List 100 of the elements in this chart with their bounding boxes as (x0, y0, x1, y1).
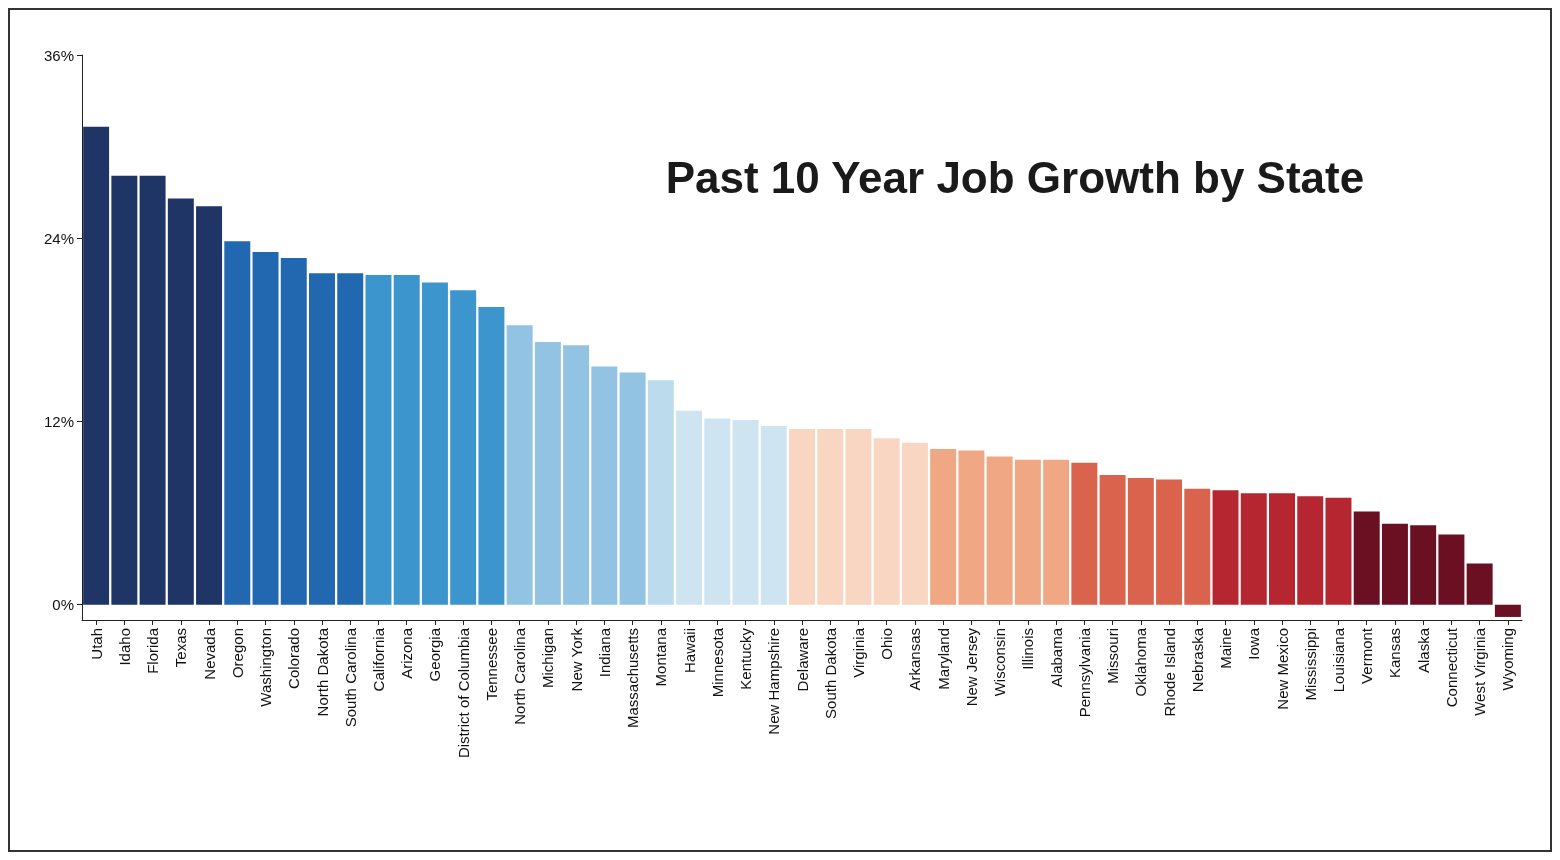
x-tick-label: Kansas (1386, 628, 1404, 679)
bar (619, 372, 646, 605)
bar (1071, 462, 1098, 605)
x-tick-label: Minnesota (708, 627, 726, 698)
x-tick-label: North Carolina (511, 627, 529, 725)
x-tick-label: Idaho (115, 628, 133, 666)
x-tick-label: Kentucky (737, 627, 755, 690)
y-tick-label: 0% (52, 596, 74, 614)
bar (393, 274, 420, 605)
bar (1297, 496, 1324, 605)
bar (167, 198, 194, 605)
x-tick-label: Delaware (793, 628, 811, 692)
bar (1184, 488, 1211, 605)
bar (1156, 479, 1183, 605)
x-tick-label: Rhode Island (1160, 628, 1178, 717)
x-tick-label: Iowa (1245, 627, 1263, 660)
x-tick-label: Virginia (849, 627, 867, 678)
bar (111, 175, 138, 605)
bar (1410, 525, 1437, 605)
x-tick-label: Maine (1217, 628, 1235, 669)
x-tick-label: Indiana (595, 627, 613, 678)
bar (986, 456, 1013, 605)
bar (139, 175, 166, 605)
bar (1353, 511, 1380, 605)
bar (1099, 474, 1126, 605)
bar (1381, 523, 1408, 605)
x-tick-label: California (369, 627, 387, 692)
bar (506, 325, 533, 605)
x-tick-label: Vermont (1358, 627, 1376, 684)
bar (1212, 490, 1239, 605)
x-tick-label: Arkansas (906, 628, 924, 691)
bar (930, 448, 957, 605)
x-tick-label: Michigan (539, 628, 557, 689)
x-tick-label: Ohio (878, 628, 896, 660)
bar (732, 419, 759, 605)
x-tick-label: Alaska (1414, 627, 1432, 674)
bar (1014, 459, 1041, 605)
x-tick-label: Colorado (285, 628, 303, 689)
bar (760, 426, 787, 605)
x-tick-label: South Dakota (821, 627, 839, 719)
bar (421, 282, 448, 605)
x-tick-label: Arizona (398, 627, 416, 679)
bar (789, 429, 815, 605)
x-tick-label: Pennsylvania (1075, 627, 1093, 718)
x-tick-label: Illinois (1019, 628, 1037, 670)
x-tick-label: New Hampshire (765, 628, 783, 735)
bar (280, 258, 307, 605)
bar (958, 450, 985, 605)
bar (1127, 477, 1154, 605)
x-tick-label: Massachusetts (624, 628, 642, 729)
bar (1269, 493, 1295, 605)
bar (1240, 493, 1267, 605)
text: Past 10 Year Job Growth by State (665, 152, 1365, 202)
x-tick-label: Oklahoma (1132, 627, 1150, 697)
bar (365, 274, 392, 605)
x-tick-label: Hawaii (680, 628, 698, 674)
x-tick-label: Utah (87, 628, 105, 660)
x-tick-label: Wyoming (1499, 628, 1517, 691)
bar (337, 273, 364, 605)
x-tick-label: Texas (172, 628, 190, 668)
x-tick-label: South Carolina (341, 627, 359, 728)
x-tick-label: Connecticut (1442, 627, 1460, 708)
bar (450, 290, 477, 605)
y-tick-label: 12% (43, 412, 74, 430)
bar (563, 345, 590, 605)
y-tick-label: 36% (43, 46, 74, 64)
x-tick-label: Louisiana (1329, 627, 1347, 693)
bar (901, 442, 928, 605)
bar (817, 429, 844, 605)
x-tick-label: Mississippi (1301, 628, 1319, 701)
x-tick-label: Wisconsin (991, 628, 1009, 697)
bar (1494, 604, 1521, 617)
x-tick-label: District of Columbia (454, 627, 472, 759)
x-tick-label: Missouri (1104, 628, 1122, 684)
x-tick-label: Florida (144, 627, 162, 674)
x-tick-label: Tennessee (482, 628, 500, 701)
x-tick-label: New York (567, 627, 585, 692)
x-tick-label: Alabama (1047, 627, 1065, 688)
bar (1438, 534, 1465, 605)
bar (676, 410, 703, 605)
x-tick-label: Oregon (228, 628, 246, 679)
bar (704, 418, 731, 605)
bar (873, 438, 900, 605)
x-tick-label: Nevada (200, 627, 218, 680)
bar (534, 342, 561, 605)
x-tick-label: Nebraska (1188, 627, 1206, 693)
x-tick-label: New Mexico (1273, 628, 1291, 710)
bar (478, 306, 505, 605)
bar (309, 273, 335, 605)
bar (591, 366, 618, 605)
x-tick-label: Georgia (426, 627, 444, 682)
x-tick-label: Maryland (934, 628, 952, 690)
x-tick-label: New Jersey (962, 627, 980, 707)
y-tick-label: 24% (43, 229, 74, 247)
x-tick-label: North Dakota (313, 627, 331, 717)
bar (1466, 563, 1493, 605)
bar (83, 126, 110, 605)
bar (224, 241, 251, 605)
bar (1325, 497, 1352, 605)
x-tick-label: Montana (652, 627, 670, 687)
